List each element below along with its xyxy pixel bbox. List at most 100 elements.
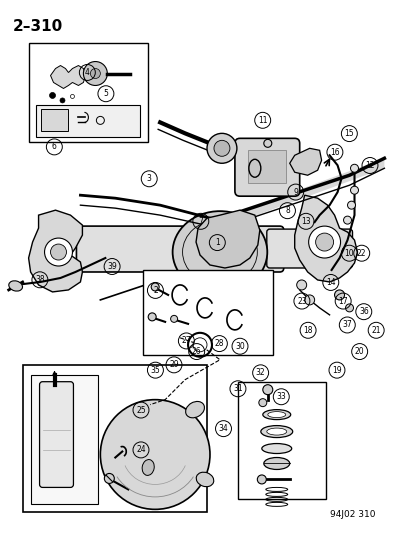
Ellipse shape — [260, 425, 292, 438]
Text: 15: 15 — [344, 129, 353, 138]
Circle shape — [304, 295, 314, 305]
Text: 5: 5 — [103, 89, 108, 98]
Circle shape — [350, 164, 358, 172]
Text: 6: 6 — [52, 142, 57, 151]
Polygon shape — [289, 148, 321, 175]
Text: 18: 18 — [303, 326, 312, 335]
Circle shape — [315, 233, 333, 251]
Polygon shape — [28, 210, 82, 292]
Ellipse shape — [262, 410, 290, 419]
Circle shape — [347, 201, 355, 209]
Circle shape — [206, 133, 236, 163]
Ellipse shape — [142, 459, 154, 475]
Circle shape — [257, 475, 266, 484]
Polygon shape — [294, 195, 357, 282]
Text: 7: 7 — [198, 217, 203, 226]
FancyArrowPatch shape — [53, 372, 56, 375]
Circle shape — [170, 316, 177, 322]
Bar — [247, 150, 285, 183]
Circle shape — [90, 69, 100, 78]
Text: 25: 25 — [136, 406, 145, 415]
Circle shape — [262, 385, 272, 394]
Text: 3: 3 — [147, 174, 151, 183]
Ellipse shape — [266, 428, 286, 435]
Text: 22: 22 — [356, 249, 366, 258]
Text: 30: 30 — [235, 342, 244, 351]
FancyBboxPatch shape — [266, 229, 351, 268]
Text: 28: 28 — [214, 339, 223, 348]
Bar — [28, 43, 148, 142]
Text: 38: 38 — [35, 275, 45, 284]
Text: 35: 35 — [150, 366, 160, 375]
Text: 23: 23 — [297, 296, 306, 305]
Text: 31: 31 — [233, 384, 242, 393]
Circle shape — [192, 338, 206, 352]
Text: 36: 36 — [358, 307, 368, 316]
Bar — [23, 365, 206, 512]
FancyBboxPatch shape — [76, 226, 283, 272]
Polygon shape — [229, 158, 384, 225]
FancyBboxPatch shape — [234, 139, 299, 196]
Text: 11: 11 — [257, 116, 267, 125]
Text: 94J02 310: 94J02 310 — [329, 510, 374, 519]
Bar — [31, 375, 98, 504]
Text: 26: 26 — [191, 347, 201, 356]
Circle shape — [104, 473, 114, 483]
Ellipse shape — [9, 281, 22, 291]
Circle shape — [343, 216, 351, 224]
Text: 4: 4 — [85, 68, 90, 77]
Text: 19: 19 — [331, 366, 341, 375]
Text: 29: 29 — [169, 360, 178, 369]
Text: 21: 21 — [370, 326, 380, 335]
Text: 39: 39 — [107, 262, 117, 271]
Text: 13: 13 — [301, 217, 310, 226]
Text: 10: 10 — [344, 249, 353, 258]
Text: 27: 27 — [181, 336, 191, 345]
Ellipse shape — [172, 211, 267, 293]
Bar — [40, 109, 68, 131]
Ellipse shape — [185, 401, 204, 418]
Text: 33: 33 — [276, 392, 285, 401]
Text: 14: 14 — [325, 278, 335, 287]
Circle shape — [83, 61, 107, 85]
Text: 20: 20 — [354, 347, 363, 356]
Text: 9: 9 — [292, 188, 297, 197]
Text: 8: 8 — [285, 206, 289, 215]
Circle shape — [70, 94, 74, 99]
Circle shape — [50, 244, 66, 260]
Ellipse shape — [261, 443, 291, 454]
Circle shape — [100, 400, 209, 510]
Text: 32: 32 — [255, 368, 265, 377]
Circle shape — [350, 186, 358, 194]
Circle shape — [308, 226, 340, 258]
Circle shape — [148, 313, 156, 321]
Text: 12: 12 — [364, 161, 374, 170]
Circle shape — [151, 283, 159, 291]
Ellipse shape — [196, 472, 213, 487]
Circle shape — [263, 139, 271, 147]
Polygon shape — [196, 210, 259, 268]
FancyBboxPatch shape — [40, 382, 73, 487]
Polygon shape — [50, 66, 85, 88]
Text: 34: 34 — [218, 424, 228, 433]
Bar — [143, 270, 272, 355]
Text: 37: 37 — [342, 320, 351, 329]
Circle shape — [45, 238, 72, 266]
Circle shape — [60, 98, 65, 103]
Text: 1: 1 — [214, 238, 219, 247]
Circle shape — [296, 280, 306, 290]
Circle shape — [345, 304, 353, 312]
Text: 2–310: 2–310 — [13, 19, 63, 34]
Circle shape — [214, 140, 229, 156]
Text: 17: 17 — [337, 296, 347, 305]
Bar — [36, 106, 140, 138]
Circle shape — [50, 92, 55, 99]
Circle shape — [258, 399, 266, 407]
Ellipse shape — [267, 411, 285, 417]
Ellipse shape — [263, 457, 289, 470]
Text: 24: 24 — [136, 446, 145, 455]
Text: 16: 16 — [329, 148, 339, 157]
Bar — [237, 382, 325, 499]
Circle shape — [334, 290, 344, 300]
Text: 2: 2 — [153, 286, 157, 295]
